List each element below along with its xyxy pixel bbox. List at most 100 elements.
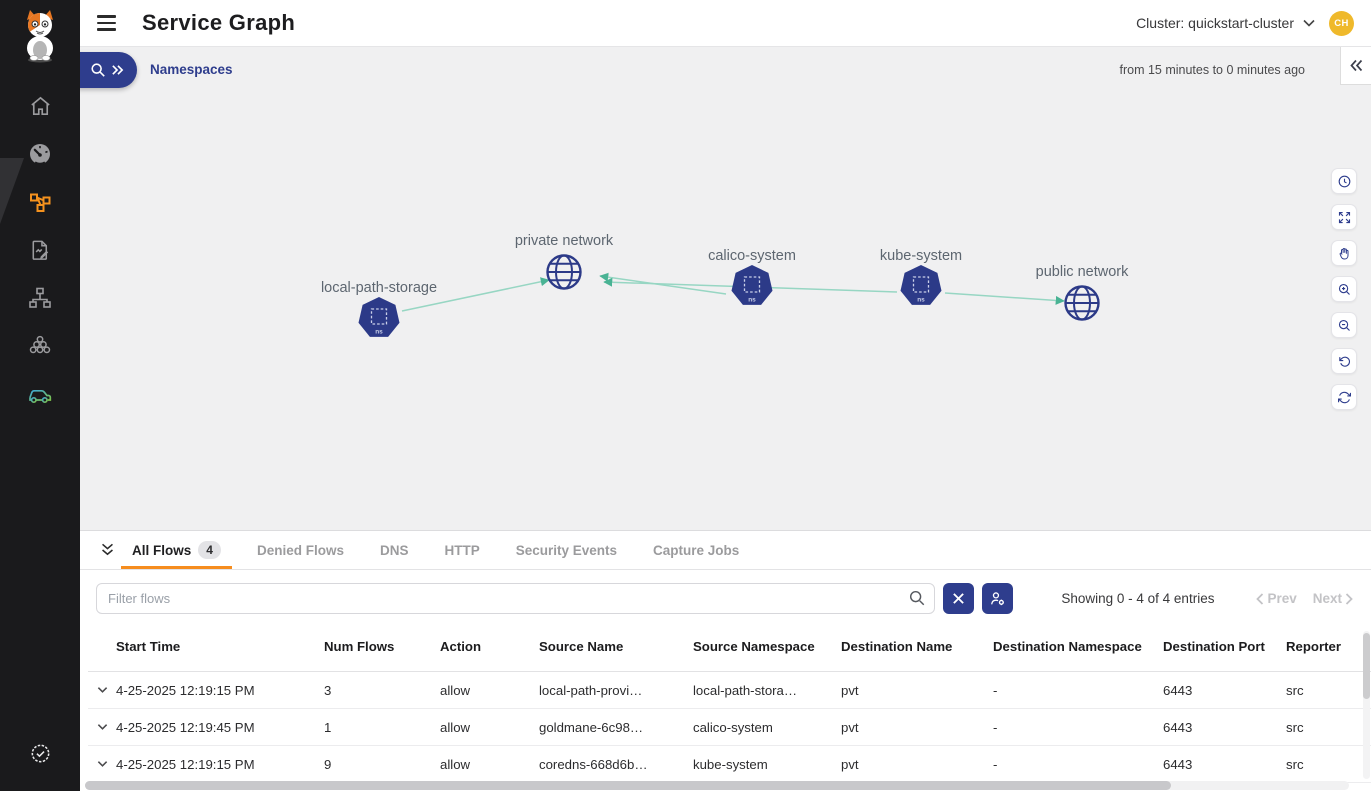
expand-row-button[interactable] bbox=[88, 760, 116, 768]
expand-row-button[interactable] bbox=[88, 723, 116, 731]
cell-destination-name: pvt bbox=[841, 756, 859, 772]
fit-to-screen-button[interactable] bbox=[1331, 204, 1357, 230]
sidebar bbox=[0, 0, 80, 791]
next-page-button[interactable]: Next bbox=[1313, 591, 1353, 606]
column-header[interactable]: Reporter bbox=[1286, 639, 1341, 655]
refresh-button[interactable] bbox=[1331, 384, 1357, 410]
clock-icon bbox=[1338, 175, 1350, 187]
avatar[interactable]: CH bbox=[1329, 10, 1354, 36]
right-panel-toggle[interactable] bbox=[1340, 47, 1371, 85]
column-header[interactable]: Destination Namespace bbox=[993, 639, 1142, 655]
cell-reporter: src bbox=[1286, 719, 1304, 735]
collapse-panel-button[interactable] bbox=[96, 539, 118, 561]
cell-start-time: 4-25-2025 12:19:15 PM bbox=[116, 756, 255, 772]
column-header[interactable]: Destination Name bbox=[841, 639, 953, 655]
column-header[interactable]: Action bbox=[440, 639, 482, 655]
sidebar-item-compliance[interactable] bbox=[0, 370, 80, 418]
showing-entries-label: Showing 0 - 4 of 4 entries bbox=[1061, 591, 1215, 606]
graph-search-button[interactable] bbox=[77, 52, 137, 88]
flows-panel: All Flows 4 Denied Flows DNS HTTP Securi… bbox=[80, 530, 1371, 791]
pagination: Prev Next bbox=[1256, 591, 1353, 606]
namespace-node-icon: ns bbox=[358, 297, 400, 337]
zoom-in-button[interactable] bbox=[1331, 276, 1357, 302]
vertical-scrollbar-thumb[interactable] bbox=[1363, 633, 1370, 699]
search-icon bbox=[909, 590, 925, 606]
column-header[interactable]: Start Time bbox=[116, 639, 181, 655]
certificate-check-icon bbox=[31, 744, 49, 762]
column-header[interactable]: Source Name bbox=[539, 639, 624, 655]
sidebar-item-home[interactable] bbox=[0, 82, 80, 130]
graph-node-public-network[interactable]: public network bbox=[992, 262, 1172, 326]
tab-denied-flows[interactable]: Denied Flows bbox=[257, 531, 344, 569]
vertical-scrollbar[interactable] bbox=[1363, 631, 1370, 779]
cell-num-flows: 3 bbox=[324, 682, 332, 698]
table-row[interactable]: 4-25-2025 12:19:45 PM 1 allow goldmane-6… bbox=[88, 709, 1371, 746]
user-settings-icon bbox=[991, 592, 1004, 606]
graph-node-kube-system[interactable]: kube-system ns bbox=[831, 246, 1011, 310]
clear-filter-button[interactable] bbox=[943, 583, 974, 614]
reset-view-button[interactable] bbox=[1331, 348, 1357, 374]
sidebar-item-certificate[interactable] bbox=[0, 729, 80, 777]
prev-page-button[interactable]: Prev bbox=[1256, 591, 1297, 606]
svg-text:ns: ns bbox=[375, 329, 383, 336]
tab-label: Security Events bbox=[515, 542, 618, 558]
table-row[interactable]: 4-25-2025 12:19:15 PM 3 allow local-path… bbox=[88, 672, 1371, 709]
filter-flows-input[interactable] bbox=[96, 583, 935, 614]
calico-cat-logo[interactable] bbox=[15, 8, 65, 64]
tab-dns[interactable]: DNS bbox=[380, 531, 409, 569]
expand-icon bbox=[1338, 211, 1350, 223]
cluster-selector[interactable]: Cluster: quickstart-cluster bbox=[1136, 15, 1315, 31]
horizontal-scrollbar[interactable] bbox=[85, 781, 1349, 790]
table-row[interactable]: 4-25-2025 12:19:15 PM 9 allow coredns-66… bbox=[88, 746, 1371, 783]
breadcrumb-namespaces[interactable]: Namespaces bbox=[150, 62, 233, 77]
chevron-right-icon bbox=[1345, 592, 1353, 605]
cell-start-time: 4-25-2025 12:19:45 PM bbox=[116, 719, 255, 735]
double-chevron-down-icon bbox=[101, 543, 113, 556]
pan-mode-button[interactable] bbox=[1331, 240, 1357, 266]
tab-capture-jobs[interactable]: Capture Jobs bbox=[653, 531, 739, 569]
column-header[interactable]: Num Flows bbox=[324, 639, 395, 655]
tab-all-flows[interactable]: All Flows 4 bbox=[121, 531, 232, 569]
sidebar-item-policies[interactable] bbox=[0, 226, 80, 274]
time-machine-button[interactable] bbox=[1331, 168, 1357, 194]
service-graph-canvas[interactable]: local-path-storage ns private network ca… bbox=[80, 93, 1371, 530]
sidebar-item-network[interactable] bbox=[0, 274, 80, 322]
column-customize-button[interactable] bbox=[982, 583, 1013, 614]
tab-http[interactable]: HTTP bbox=[444, 531, 479, 569]
graph-node-private-network[interactable]: private network bbox=[474, 231, 654, 295]
tab-security-events[interactable]: Security Events bbox=[516, 531, 617, 569]
cell-source-name: coredns-668d6b… bbox=[539, 756, 648, 772]
cell-destination-name: pvt bbox=[841, 719, 859, 735]
dashboard-gauge-icon bbox=[30, 144, 50, 166]
next-label: Next bbox=[1312, 591, 1342, 606]
cell-action: allow bbox=[440, 756, 471, 772]
cell-source-namespace: local-path-stora… bbox=[693, 682, 798, 698]
tab-label: Denied Flows bbox=[256, 542, 344, 558]
graph-node-calico-system[interactable]: calico-system ns bbox=[662, 246, 842, 310]
undo-icon bbox=[1338, 356, 1350, 367]
cell-destination-namespace: - bbox=[993, 682, 998, 698]
horizontal-scrollbar-thumb[interactable] bbox=[85, 781, 1171, 790]
sidebar-item-service-graph[interactable] bbox=[0, 178, 80, 226]
column-header[interactable]: Destination Port bbox=[1163, 639, 1265, 655]
home-icon bbox=[30, 96, 50, 115]
close-icon bbox=[953, 593, 964, 604]
zoom-out-button[interactable] bbox=[1331, 312, 1357, 338]
app-header: Service Graph Cluster: quickstart-cluste… bbox=[80, 0, 1371, 47]
tab-label: DNS bbox=[379, 542, 409, 558]
double-chevron-right-icon bbox=[112, 65, 124, 75]
svg-text:ns: ns bbox=[748, 297, 756, 304]
node-label: private network bbox=[514, 233, 614, 249]
expand-row-button[interactable] bbox=[88, 686, 116, 694]
column-header[interactable]: Source Namespace bbox=[693, 639, 815, 655]
graph-node-local-path-storage[interactable]: local-path-storage ns bbox=[289, 278, 469, 342]
time-range-label: from 15 minutes to 0 minutes ago bbox=[1119, 63, 1305, 77]
flows-filter-row: Showing 0 - 4 of 4 entries Prev Next bbox=[80, 570, 1371, 624]
refresh-icon bbox=[1337, 391, 1351, 403]
sidebar-item-dashboard[interactable] bbox=[0, 130, 80, 178]
hamburger-menu-button[interactable] bbox=[97, 11, 121, 35]
cell-start-time: 4-25-2025 12:19:15 PM bbox=[116, 682, 255, 698]
sidebar-item-clusters[interactable] bbox=[0, 322, 80, 370]
subheader: Namespaces from 15 minutes to 0 minutes … bbox=[77, 47, 1371, 93]
cell-num-flows: 9 bbox=[324, 756, 332, 772]
